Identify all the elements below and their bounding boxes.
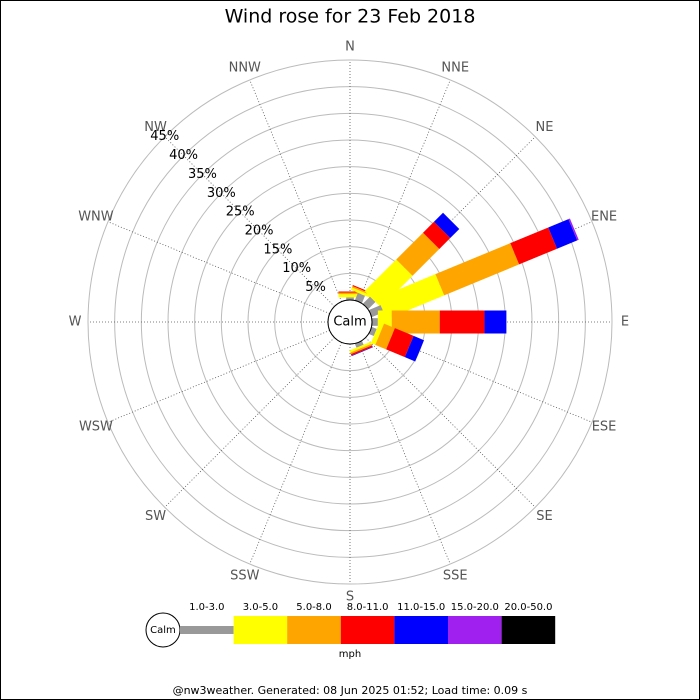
spoke [358, 342, 451, 565]
legend-label: 3.0-5.0 [243, 602, 278, 613]
bar-segment [433, 212, 460, 239]
direction-label: NE [535, 120, 553, 135]
calm-circle [327, 299, 373, 345]
bar-segment [396, 232, 440, 276]
bar-segment [338, 292, 362, 295]
direction-label: W [69, 315, 82, 330]
r-tick-label: 25% [226, 205, 255, 220]
bar-segment [346, 297, 354, 300]
direction-label: WSW [79, 420, 113, 435]
legend-label: 11.0-15.0 [397, 602, 445, 613]
bar-segment [548, 219, 578, 249]
legend-swatch [340, 616, 395, 644]
legend-swatch [180, 626, 234, 634]
r-tick-label: 35% [188, 167, 217, 182]
bar-segment [370, 321, 385, 345]
bar-segment [354, 292, 366, 304]
bar-segment [368, 305, 384, 318]
bar-segment [338, 294, 362, 298]
r-tick-label: 5% [305, 280, 326, 295]
direction-label: SE [536, 509, 552, 524]
bar-segment [354, 340, 364, 348]
bar-segment [386, 328, 414, 358]
legend-swatch [394, 616, 448, 644]
direction-label: NNE [441, 60, 469, 75]
r-tick-label: 15% [263, 242, 292, 257]
direction-label: SSE [443, 569, 468, 584]
bar-segment [349, 341, 372, 353]
bar-segment [439, 310, 485, 334]
bar-segment [377, 274, 445, 320]
direction-label: WNW [78, 209, 114, 224]
r-tick-label: 45% [150, 129, 179, 144]
r-tick-label: 30% [207, 186, 236, 201]
r-tick-label: 20% [245, 224, 274, 239]
legend-swatch [287, 616, 341, 644]
r-tick-label: 40% [169, 148, 198, 163]
bar-segment [423, 221, 451, 249]
bar-segment [404, 335, 424, 362]
legend-swatch [233, 616, 288, 644]
spoke [358, 79, 451, 302]
spoke [249, 79, 342, 302]
bar-segment [350, 287, 374, 299]
bar-segment [372, 318, 378, 326]
legend-label: 1.0-3.0 [189, 602, 224, 613]
spoke [164, 136, 335, 307]
direction-label: SW [145, 509, 166, 524]
spoke [107, 221, 330, 314]
direction-label: ESE [592, 420, 617, 435]
calm-label: Calm [333, 315, 366, 330]
spoke [249, 342, 342, 565]
direction-label: NW [144, 120, 167, 135]
legend-swatch [448, 616, 502, 644]
bar-segment [510, 227, 558, 265]
direction-label: N [345, 40, 355, 55]
unit-label: mph [339, 649, 361, 660]
spoke [107, 330, 330, 423]
spoke [365, 337, 536, 508]
bar-segment [435, 243, 520, 296]
bar-segment [568, 218, 579, 241]
bar-segment [368, 326, 377, 337]
legend-label: 15.0-20.0 [451, 602, 499, 613]
bar-segment [350, 345, 373, 356]
chart-title: Wind rose for 23 Feb 2018 [225, 6, 476, 28]
r-tick-label: 10% [282, 261, 311, 276]
direction-label: NNW [229, 60, 261, 75]
direction-label: SSW [230, 569, 260, 584]
bar-segment [350, 343, 373, 355]
direction-label: S [346, 590, 354, 605]
legend-calm-label: Calm [150, 625, 176, 636]
legend-label: 5.0-8.0 [296, 602, 331, 613]
legend-label: 20.0-50.0 [504, 602, 552, 613]
bar-segment [351, 346, 373, 357]
bar-segment [362, 296, 376, 310]
direction-label: E [621, 315, 629, 330]
bar-segment [391, 310, 440, 334]
grid-ring [87, 59, 613, 585]
direction-label: ENE [591, 209, 617, 224]
bar-segment [364, 259, 413, 308]
bar-segment [375, 323, 395, 350]
legend-swatch [501, 616, 556, 644]
legend-label: 8.0-11.0 [347, 602, 389, 613]
spoke [164, 337, 335, 508]
bar-segment [484, 310, 507, 334]
footer: @nw3weather. Generated: 08 Jun 2025 01:5… [173, 684, 528, 697]
